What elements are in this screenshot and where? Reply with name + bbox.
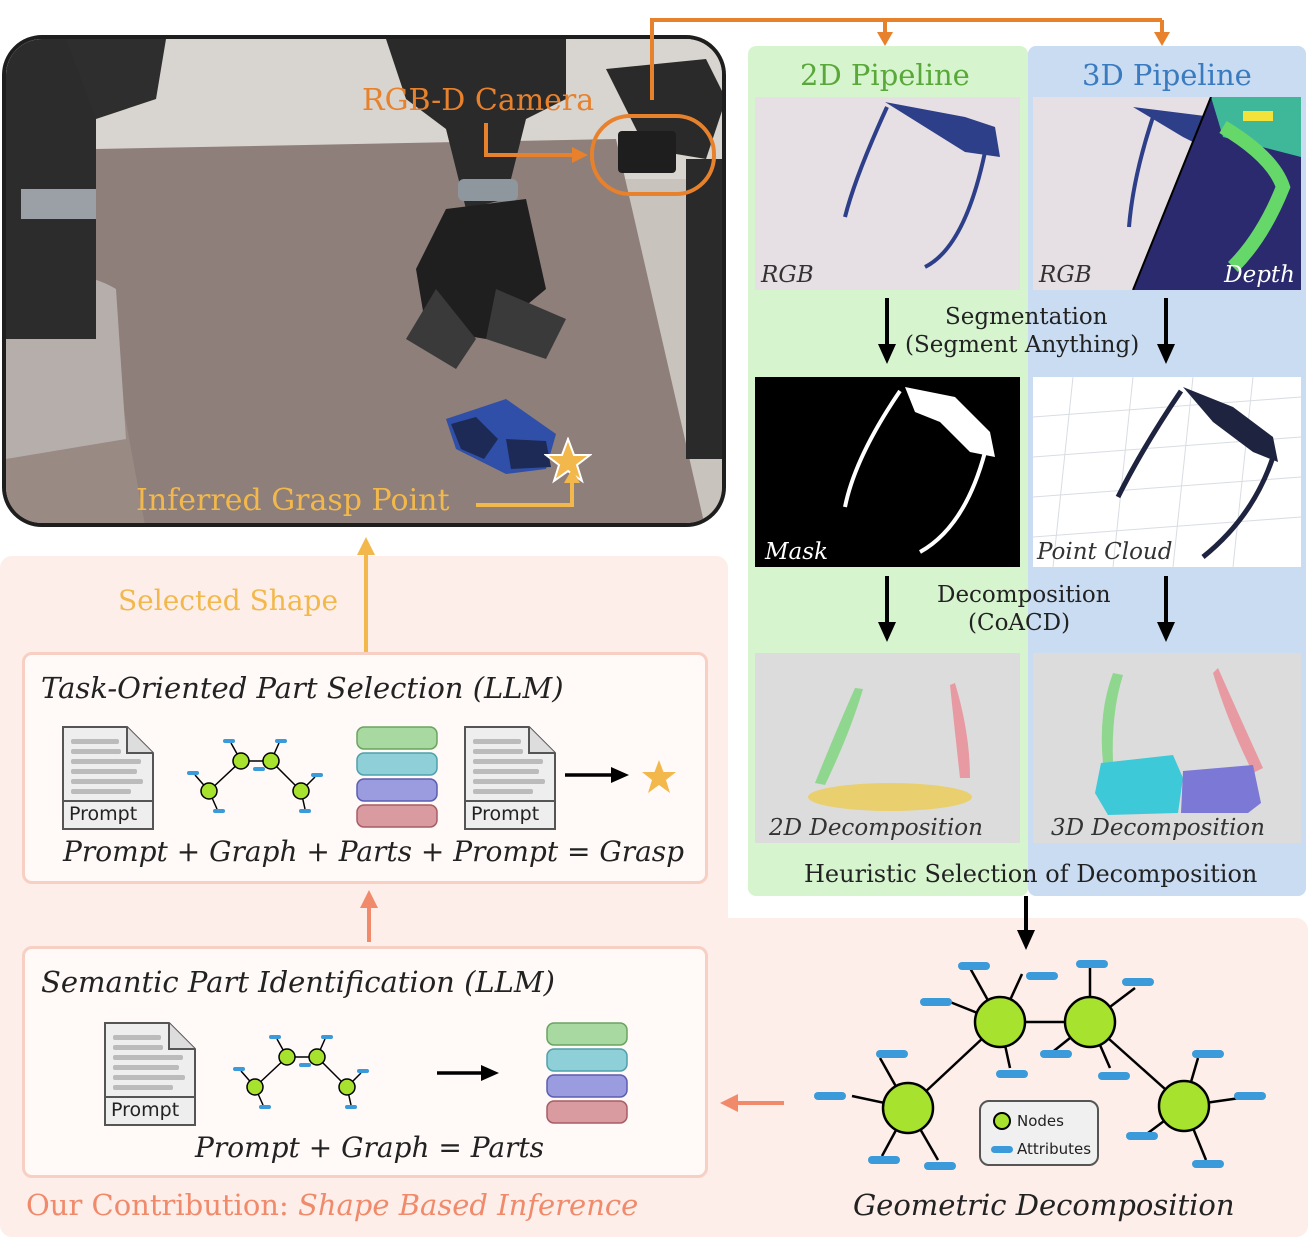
decomposition-3d-caption: 3D Decomposition (1051, 815, 1265, 841)
semantic-formula: Prompt + Graph = Parts (195, 1131, 545, 1164)
legend-attributes-label: Attributes (1017, 1140, 1092, 1158)
contribution-footer-emphasis: Shape Based Inference (297, 1188, 639, 1222)
grasp-pointer-arrow (476, 469, 580, 507)
pipeline-2d-title: 2D Pipeline (800, 58, 970, 92)
segmentation-arrow-2d (878, 298, 896, 364)
grasp-result-star-icon (642, 760, 676, 793)
prompt-document-icon-second (464, 726, 556, 830)
rgb-image-2d: RGB (755, 97, 1020, 290)
selected-shape-label: Selected Shape (118, 584, 339, 617)
semantic-part-card: Semantic Part Identification (LLM) Promp… (22, 946, 708, 1178)
task-formula: Prompt + Graph + Parts + Prompt = Grasp (63, 835, 685, 868)
decomposition-3d-image: 3D Decomposition (1033, 653, 1301, 843)
parts-stack-icon-semantic (546, 1022, 628, 1124)
rgb-depth-split-drawing (1127, 97, 1301, 290)
decomposition-2d-drawing (808, 683, 972, 811)
geometric-decomposition-title: Geometric Decomposition (853, 1188, 1235, 1222)
parts-stack-icon (356, 726, 438, 828)
graph-to-semantic-arrow (720, 1094, 784, 1112)
task-result-arrow (565, 767, 629, 783)
rgbd-image-3d: RGB Depth (1033, 97, 1301, 290)
point-cloud-image: Point Cloud (1033, 377, 1301, 567)
selected-shape-arrow (357, 537, 375, 653)
decomposition-arrow-2d (878, 576, 896, 642)
semantic-title: Semantic Part Identification (LLM) (41, 965, 555, 999)
task-oriented-title: Task-Oriented Part Selection (LLM) (41, 671, 564, 705)
point-cloud-caption: Point Cloud (1037, 539, 1173, 565)
robot-photo: RGB-D Camera Inferred Grasp Point (2, 35, 726, 527)
geometric-graph (814, 960, 1266, 1170)
camera-highlight-ring (590, 114, 716, 196)
rgb-caption-3d: RGB (1039, 262, 1092, 288)
segmentation-sublabel: (Segment Anything) (905, 332, 1140, 358)
mask-caption: Mask (765, 539, 829, 565)
graph-legend: Nodes Attributes (979, 1100, 1099, 1166)
decomposition-3d-drawing (1095, 668, 1263, 815)
legend-nodes-label: Nodes (1017, 1112, 1064, 1130)
semantic-to-task-arrow (360, 890, 378, 942)
contribution-footer: Our Contribution: Shape Based Inference (26, 1188, 638, 1222)
prompt-label-semantic: Prompt (111, 1099, 180, 1121)
legend-attribute-swatch (991, 1146, 1013, 1153)
sunglasses-rgb-drawing (843, 102, 1000, 269)
camera-label: RGB-D Camera (362, 83, 595, 118)
depth-caption-3d: Depth (1224, 262, 1295, 288)
mini-graph-icon (187, 739, 323, 813)
decomposition-2d-caption: 2D Decomposition (769, 815, 983, 841)
decomposition-2d-image: 2D Decomposition (755, 653, 1020, 843)
semantic-result-arrow (437, 1065, 499, 1081)
segmentation-arrow-3d (1157, 298, 1175, 364)
prompt-label: Prompt (69, 803, 138, 825)
prompt-document-icon (62, 726, 154, 830)
mask-drawing (843, 387, 995, 554)
decomposition-arrow-3d (1157, 576, 1175, 642)
decomposition-sublabel: (CoACD) (968, 610, 1071, 636)
task-oriented-card: Task-Oriented Part Selection (LLM) Promp… (22, 652, 708, 884)
camera-to-pipelines-connector (650, 18, 1170, 100)
contribution-footer-prefix: Our Contribution: (26, 1188, 298, 1222)
pipeline-3d-title: 3D Pipeline (1082, 58, 1252, 92)
prompt-document-icon-semantic (104, 1022, 196, 1126)
decomposition-label: Decomposition (937, 582, 1111, 608)
mask-image: Mask (755, 377, 1020, 567)
heuristic-to-graph-arrow (1017, 896, 1035, 950)
robot-scene-illustration (6, 39, 722, 523)
grasp-star-icon (544, 437, 592, 484)
segmentation-label: Segmentation (945, 304, 1108, 330)
grasp-label: Inferred Grasp Point (136, 483, 450, 518)
mini-graph-icon-semantic (233, 1035, 369, 1109)
heuristic-selection-label: Heuristic Selection of Decomposition (804, 860, 1258, 888)
legend-node-swatch (993, 1112, 1011, 1130)
point-cloud-drawing (1033, 377, 1301, 567)
rgb-caption-2d: RGB (761, 262, 814, 288)
camera-pointer-arrow (484, 123, 588, 163)
prompt-label-second: Prompt (471, 803, 540, 825)
